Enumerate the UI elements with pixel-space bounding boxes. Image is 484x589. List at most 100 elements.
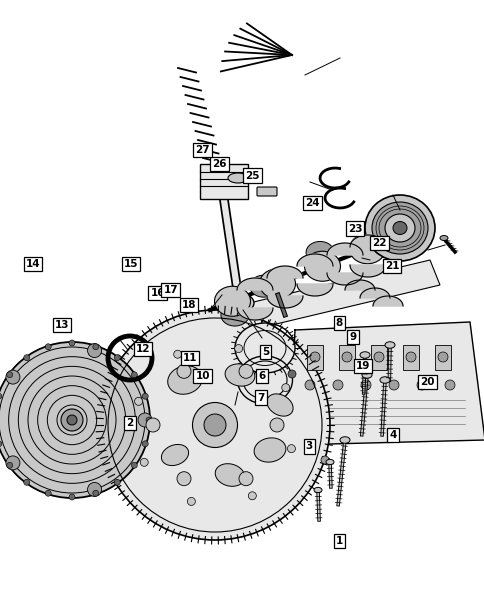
Ellipse shape (371, 202, 427, 254)
Ellipse shape (254, 438, 285, 462)
Ellipse shape (379, 377, 389, 383)
Circle shape (287, 445, 295, 452)
Text: 10: 10 (195, 371, 210, 380)
Circle shape (114, 479, 120, 485)
Circle shape (88, 482, 101, 497)
Circle shape (177, 365, 191, 378)
Circle shape (134, 398, 142, 405)
Text: 8: 8 (335, 318, 342, 327)
Ellipse shape (309, 352, 319, 362)
Text: 13: 13 (55, 320, 69, 330)
Text: 24: 24 (305, 198, 319, 208)
Circle shape (173, 350, 182, 358)
Circle shape (177, 472, 191, 486)
Circle shape (114, 355, 120, 360)
FancyBboxPatch shape (257, 187, 276, 196)
Circle shape (239, 365, 253, 378)
Ellipse shape (204, 414, 226, 436)
Circle shape (92, 490, 99, 496)
Ellipse shape (313, 488, 321, 492)
Text: 12: 12 (136, 344, 150, 353)
PathPatch shape (220, 260, 439, 335)
Text: 20: 20 (420, 377, 434, 386)
Ellipse shape (215, 464, 244, 487)
Text: 4: 4 (388, 430, 396, 439)
Circle shape (333, 380, 342, 390)
Ellipse shape (227, 173, 247, 183)
Ellipse shape (359, 352, 369, 358)
Ellipse shape (349, 234, 385, 264)
Ellipse shape (373, 352, 383, 362)
Ellipse shape (225, 364, 255, 386)
Circle shape (187, 498, 195, 505)
Polygon shape (289, 322, 484, 445)
Circle shape (7, 372, 13, 378)
Text: 19: 19 (355, 362, 369, 371)
Ellipse shape (221, 304, 248, 326)
Circle shape (69, 494, 75, 500)
Circle shape (138, 413, 151, 427)
Circle shape (146, 417, 151, 423)
Polygon shape (296, 284, 333, 296)
Circle shape (45, 344, 51, 350)
Circle shape (24, 355, 30, 360)
Circle shape (92, 344, 99, 350)
Circle shape (0, 393, 2, 399)
Polygon shape (237, 278, 272, 290)
Text: 18: 18 (182, 300, 196, 310)
Ellipse shape (392, 221, 406, 234)
Text: 22: 22 (371, 238, 386, 247)
Ellipse shape (67, 415, 77, 425)
Text: 27: 27 (195, 145, 210, 155)
Circle shape (360, 380, 370, 390)
Ellipse shape (214, 286, 250, 316)
Text: 16: 16 (150, 289, 165, 298)
Circle shape (6, 456, 20, 470)
Circle shape (142, 393, 148, 399)
Ellipse shape (437, 352, 447, 362)
Ellipse shape (339, 437, 349, 444)
Ellipse shape (167, 366, 202, 394)
FancyBboxPatch shape (338, 345, 354, 370)
FancyBboxPatch shape (434, 345, 450, 370)
Ellipse shape (405, 352, 415, 362)
Circle shape (146, 418, 160, 432)
Circle shape (234, 345, 242, 353)
Ellipse shape (192, 402, 237, 448)
Text: 11: 11 (182, 353, 197, 363)
Circle shape (0, 441, 2, 447)
FancyBboxPatch shape (370, 345, 386, 370)
Ellipse shape (384, 342, 394, 348)
Ellipse shape (305, 241, 333, 263)
Circle shape (24, 479, 30, 485)
Circle shape (142, 441, 148, 447)
Text: 1: 1 (335, 536, 342, 545)
Text: 14: 14 (26, 259, 40, 269)
Polygon shape (267, 266, 302, 278)
Circle shape (270, 418, 284, 432)
Text: 23: 23 (347, 224, 362, 233)
Ellipse shape (325, 459, 333, 465)
Text: 15: 15 (123, 259, 138, 269)
Circle shape (69, 340, 75, 346)
Polygon shape (349, 265, 385, 277)
Circle shape (140, 458, 148, 466)
Text: 21: 21 (384, 262, 398, 271)
Ellipse shape (61, 409, 83, 431)
FancyBboxPatch shape (199, 164, 247, 199)
Circle shape (304, 380, 314, 390)
FancyBboxPatch shape (402, 345, 418, 370)
Ellipse shape (384, 214, 414, 242)
Circle shape (88, 343, 101, 358)
Text: 2: 2 (126, 418, 133, 428)
Circle shape (281, 383, 289, 392)
Circle shape (7, 462, 13, 468)
FancyBboxPatch shape (306, 345, 322, 370)
Ellipse shape (364, 195, 434, 261)
Ellipse shape (0, 342, 150, 498)
Ellipse shape (304, 252, 340, 282)
Polygon shape (267, 296, 302, 308)
Circle shape (6, 370, 20, 384)
Ellipse shape (341, 352, 351, 362)
Polygon shape (344, 280, 374, 290)
